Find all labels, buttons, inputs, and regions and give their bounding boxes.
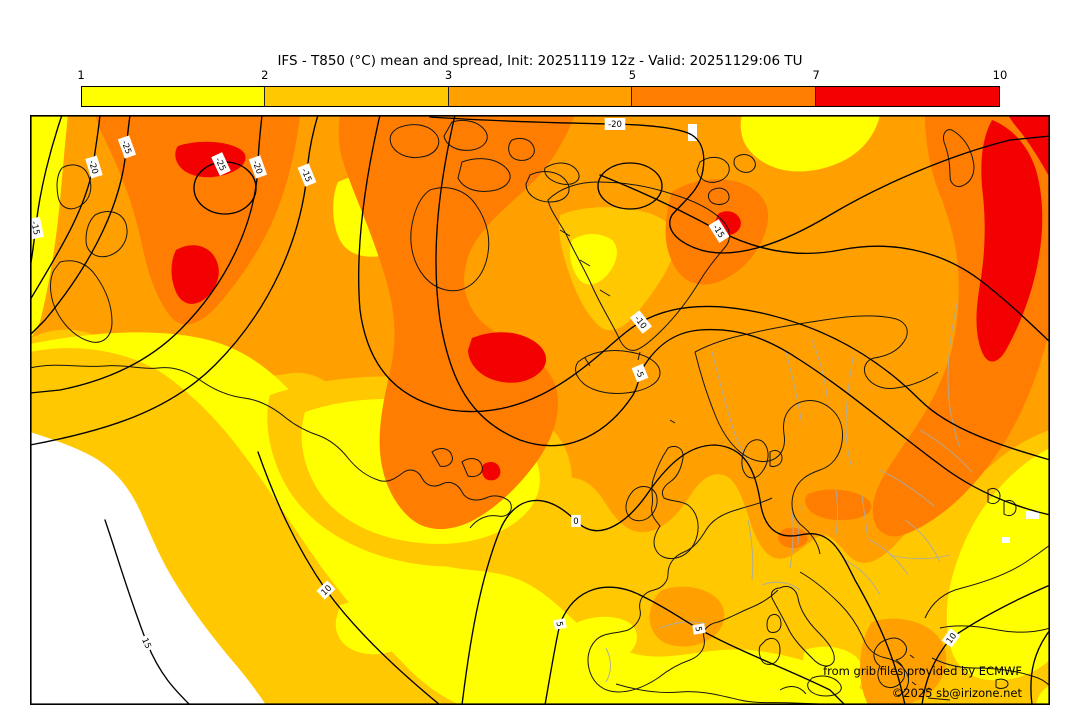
coastline-layer: [29, 119, 1051, 705]
contour-label: -20: [604, 118, 626, 130]
colorbar-segment-1-2: [82, 87, 266, 106]
attribution-source: from grib files provided by ECMWF: [823, 664, 1022, 678]
coast-black-sea: [924, 544, 1051, 619]
map-canvas: -15 -20 -25 -25 -20 -15 -20 -15 -10 -5 0 5 5 10 10 15: [28, 114, 1051, 706]
coast-baffin-islands: [50, 164, 128, 343]
coast-italy: [758, 585, 842, 697]
colorbar-tick: 5: [628, 68, 637, 82]
attribution-copyright: ©2025 sb@irizone.net: [891, 686, 1022, 700]
country-borders-layer: [605, 299, 973, 683]
spread-below-1-region: [30, 432, 266, 705]
coast-north-africa: [615, 683, 821, 705]
colorbar-tick: 1: [77, 68, 85, 82]
colorbar-tick: 3: [444, 68, 453, 82]
coast-turkey: [927, 625, 1051, 701]
contour-label: -20: [248, 155, 268, 179]
spread-7-10-blobs: [171, 115, 1050, 481]
svg-text:-5: -5: [633, 368, 645, 380]
isotherm-layer: [29, 114, 1051, 706]
svg-text:15: 15: [139, 637, 153, 651]
contour-label: 15: [138, 633, 156, 653]
svg-text:-20: -20: [608, 120, 622, 130]
colorbar: [81, 86, 1000, 107]
svg-text:-20: -20: [86, 159, 100, 175]
svg-text:-20: -20: [250, 159, 264, 175]
coast-iceland: [575, 349, 661, 394]
colorbar-segment-3-5: [448, 87, 633, 106]
colorbar-tick: 7: [812, 68, 820, 82]
svg-text:5: 5: [692, 626, 703, 633]
svg-text:-15: -15: [30, 220, 41, 236]
contour-label: 5: [692, 623, 706, 635]
coast-balkans-greece: [799, 571, 933, 697]
svg-text:5: 5: [553, 621, 564, 628]
coast-faroe: [669, 419, 676, 424]
contour-label: -25: [117, 135, 137, 159]
contour-label: -15: [297, 163, 317, 187]
contour-label: 0: [571, 515, 581, 527]
page-title: IFS - T850 (°C) mean and spread, Init: 2…: [277, 53, 803, 69]
coast-labrador: [29, 364, 512, 529]
contour-label: -20: [85, 155, 103, 179]
svg-text:-15: -15: [299, 167, 313, 184]
coast-scandinavia: [694, 315, 939, 555]
map-frame: [29, 115, 1051, 706]
coast-greenland: [544, 162, 730, 351]
colorbar-tick: 2: [261, 68, 269, 82]
contour-label: 5: [553, 618, 567, 630]
contour-label: -5: [631, 363, 649, 383]
svg-text:-25: -25: [119, 139, 133, 155]
svg-text:0: 0: [573, 517, 578, 527]
colorbar-ticks: 1 2 3 5 7 10: [77, 68, 1007, 84]
contour-label: -15: [28, 216, 44, 240]
coast-britain: [651, 445, 699, 559]
colorbar-segment-2-3: [265, 87, 449, 106]
spread-fill-layer: [30, 115, 1050, 705]
colorbar-segment-5-7: [632, 87, 816, 106]
coast-lakes: [987, 487, 1017, 517]
colorbar-segment-7-10: [815, 87, 999, 106]
coast-denmark: [741, 439, 783, 479]
coast-arctic-archipelago: [389, 119, 570, 292]
colorbar-tick: 10: [992, 68, 1008, 82]
coast-novaya-zemlya: [943, 129, 975, 187]
